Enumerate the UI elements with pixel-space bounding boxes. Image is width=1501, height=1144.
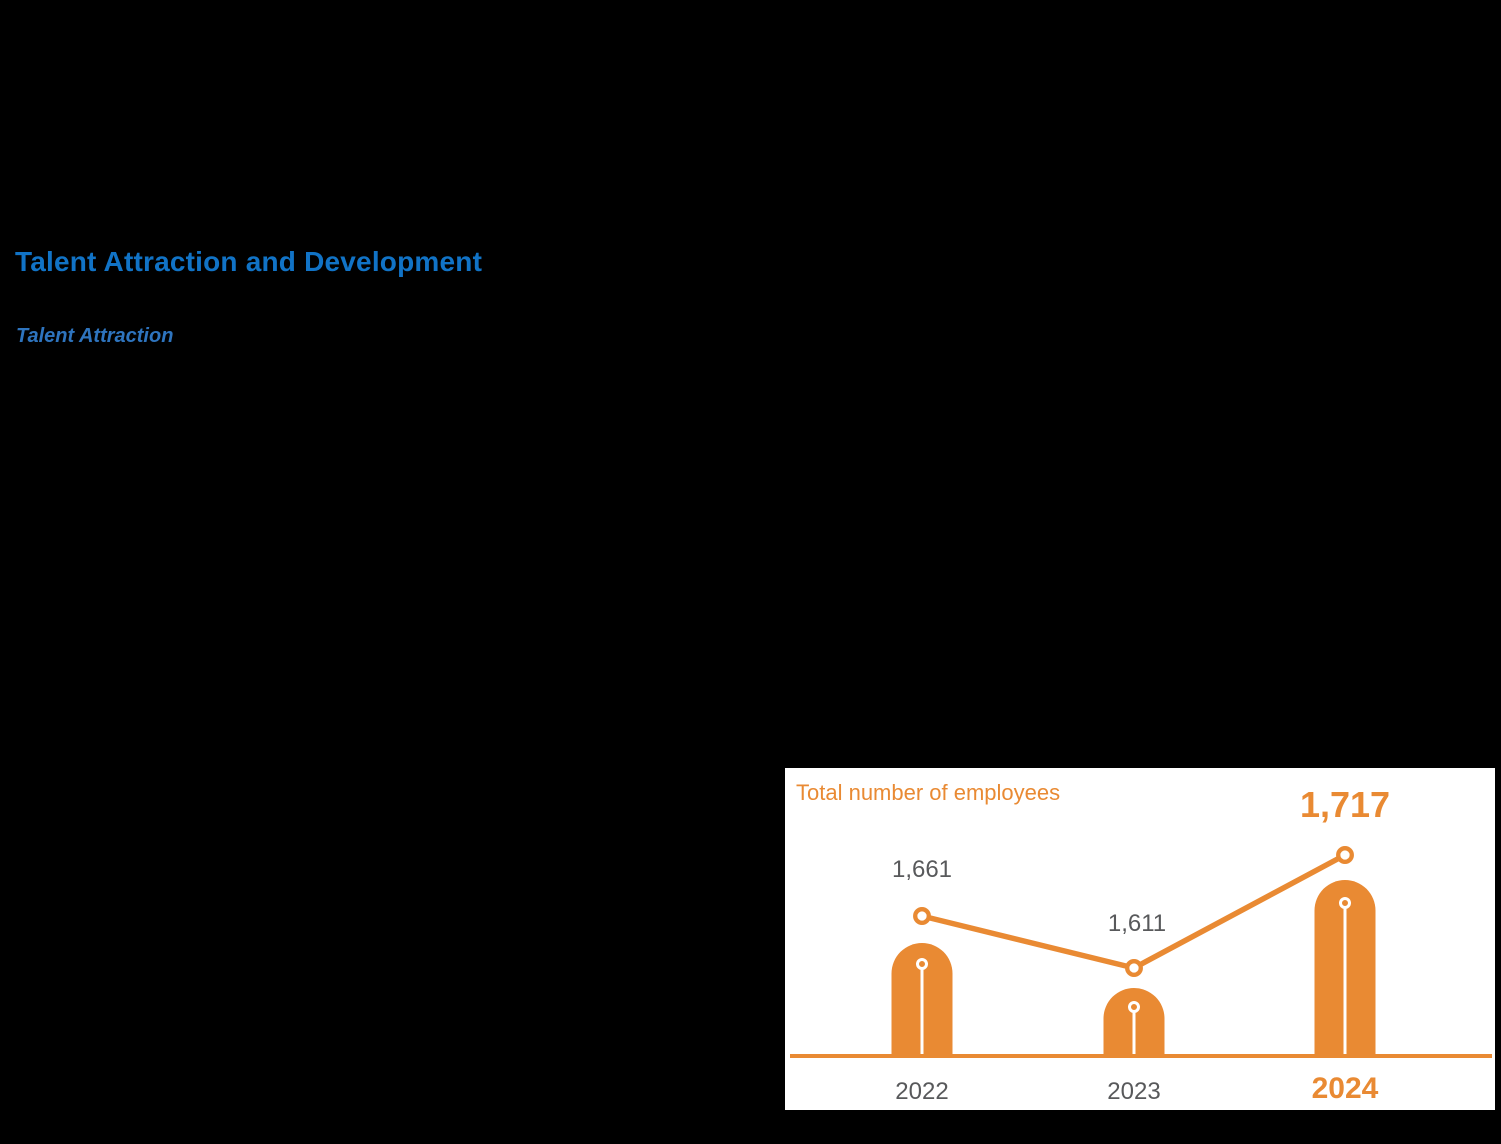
chart-title: Total number of employees bbox=[796, 780, 1061, 805]
x-axis-label-2024: 2024 bbox=[1311, 1072, 1379, 1105]
section-heading: Talent Attraction and Development bbox=[15, 246, 483, 277]
x-axis-line bbox=[790, 1054, 1492, 1058]
bar-needle-dot-2022 bbox=[916, 958, 928, 970]
x-axis-label-2023: 2023 bbox=[1107, 1078, 1161, 1105]
bar-needle-dot-2023 bbox=[1128, 1001, 1140, 1013]
bar-needle-dot-2024 bbox=[1339, 897, 1351, 909]
value-label-2024: 1,717 bbox=[1299, 784, 1391, 825]
x-axis-label-2022: 2022 bbox=[895, 1078, 949, 1105]
series-marker-2022 bbox=[913, 907, 931, 925]
series-marker-2024 bbox=[1336, 846, 1354, 864]
chart-canvas bbox=[790, 846, 1492, 1058]
value-label-2022: 1,661 bbox=[891, 856, 953, 883]
series-marker-2023 bbox=[1125, 959, 1143, 977]
value-label-2023: 1,611 bbox=[1107, 910, 1167, 937]
subsection-heading: Talent Attraction bbox=[16, 325, 174, 347]
employees-chart-panel: Total number of employees 1,661 1,611 1,… bbox=[785, 768, 1495, 1110]
